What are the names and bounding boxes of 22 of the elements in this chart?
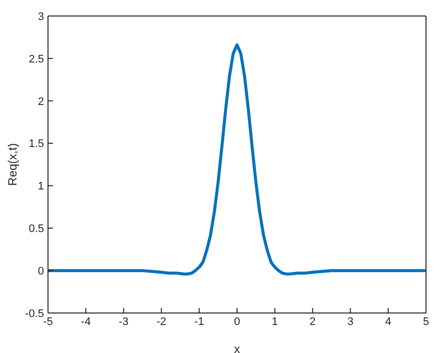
line-series <box>48 43 426 276</box>
y-tick-label: 2.5 <box>28 53 44 66</box>
x-tick-label: -3 <box>118 316 128 328</box>
x-tick-label: -2 <box>156 316 166 328</box>
x-tick-label: 2 <box>310 316 316 328</box>
x-tick-label: -5 <box>43 316 53 328</box>
y-tick-label: 2 <box>38 96 44 108</box>
y-tick-label: 1 <box>38 180 44 193</box>
y-tick-label: 3 <box>38 10 44 23</box>
x-tick-label: 1 <box>272 316 278 328</box>
y-tick-label: -0.5 <box>25 308 44 320</box>
y-tick-label: 0.5 <box>28 223 44 236</box>
y-tick-label: 1.5 <box>28 138 44 150</box>
x-axis-title: x <box>234 342 240 353</box>
x-tick-label: -4 <box>80 316 91 328</box>
y-tick-label: 0 <box>38 265 44 278</box>
x-tick-label: -1 <box>194 316 204 328</box>
x-tick-label: 3 <box>347 316 354 328</box>
y-axis-title: Req(x,t) <box>5 143 20 186</box>
x-tick-label: 5 <box>422 316 430 328</box>
x-tick-label: 4 <box>385 316 392 328</box>
x-tick-label: 0 <box>234 316 240 328</box>
